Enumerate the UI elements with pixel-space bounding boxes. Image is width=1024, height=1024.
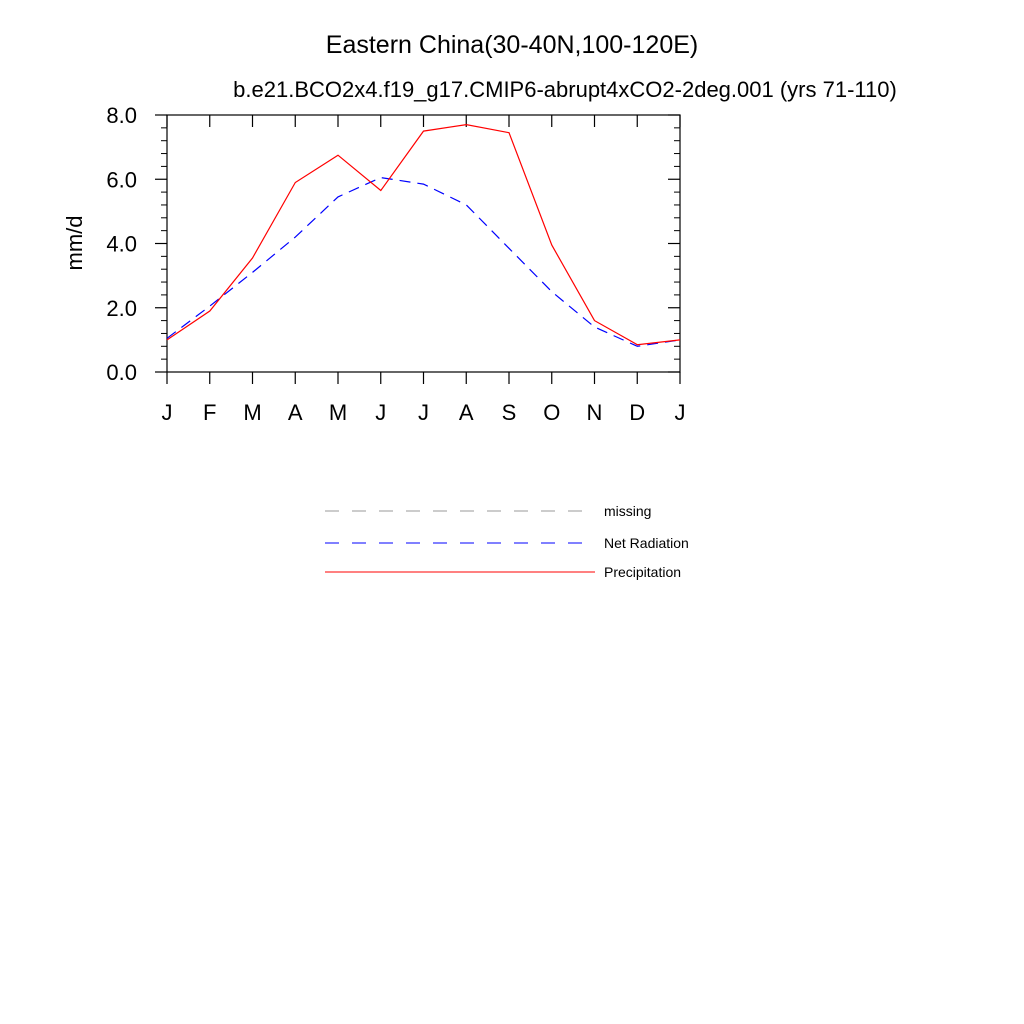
series-line-net-radiation [166, 176, 681, 347]
legend-label: Precipitation [604, 564, 681, 580]
series-lines [166, 123, 681, 347]
x-tick-label: M [329, 400, 347, 425]
x-tick-label: J [375, 400, 386, 425]
series-line-precipitation [166, 123, 681, 346]
chart-subtitle: b.e21.BCO2x4.f19_g17.CMIP6-abrupt4xCO2-2… [233, 77, 897, 102]
x-tick-label: D [629, 400, 645, 425]
y-tick-label: 4.0 [106, 232, 137, 257]
y-tick-label: 0.0 [106, 360, 137, 385]
y-axis-label: mm/d [62, 216, 87, 271]
axis-ticks: J F M A M J J A S O N D J 0.0 2.0 4.0 6.0 8.0 [106, 103, 685, 425]
y-tick-label: 8.0 [106, 103, 137, 128]
legend: missing Net Radiation Precipitation [325, 503, 689, 580]
x-tick-label: O [543, 400, 560, 425]
x-tick-label: J [418, 400, 429, 425]
legend-label: Net Radiation [604, 535, 689, 551]
x-tick-label: J [162, 400, 173, 425]
x-tick-label: N [587, 400, 603, 425]
x-tick-label: S [502, 400, 517, 425]
y-tick-label: 2.0 [106, 296, 137, 321]
y-tick-label: 6.0 [106, 167, 137, 192]
x-tick-label: J [675, 400, 686, 425]
x-tick-label: A [288, 400, 303, 425]
legend-label: missing [604, 503, 651, 519]
chart-title: Eastern China(30-40N,100-120E) [326, 31, 698, 59]
plot-frame [166, 114, 681, 373]
x-tick-label: A [459, 400, 474, 425]
x-tick-label: M [243, 400, 261, 425]
x-tick-label: F [203, 400, 216, 425]
